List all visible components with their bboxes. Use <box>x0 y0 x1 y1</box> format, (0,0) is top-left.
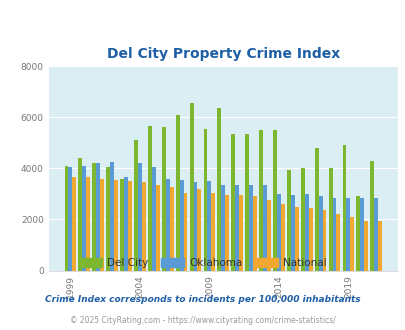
Bar <box>68 167 72 271</box>
Bar <box>258 130 262 271</box>
Bar <box>189 103 193 271</box>
Bar <box>197 189 201 271</box>
Bar <box>300 168 304 271</box>
Bar <box>308 208 312 271</box>
Bar <box>336 214 339 271</box>
Bar <box>183 193 187 271</box>
Bar <box>151 167 156 271</box>
Bar <box>318 196 322 271</box>
Bar <box>234 185 239 271</box>
Bar <box>363 221 367 271</box>
Bar <box>262 185 266 271</box>
Bar <box>304 194 308 271</box>
Bar <box>314 148 318 271</box>
Bar <box>252 196 256 271</box>
Bar <box>273 130 276 271</box>
Bar <box>207 181 211 271</box>
Bar <box>141 182 145 271</box>
Bar <box>290 195 294 271</box>
Bar <box>369 161 373 271</box>
Bar <box>377 221 381 271</box>
Bar <box>345 198 350 271</box>
Bar <box>231 134 234 271</box>
Bar <box>72 177 76 271</box>
Bar <box>239 195 243 271</box>
Bar <box>165 179 169 271</box>
Bar <box>114 180 118 271</box>
Bar <box>82 166 86 271</box>
Bar <box>280 204 284 271</box>
Bar <box>322 211 326 271</box>
Bar <box>110 162 114 271</box>
Bar <box>249 185 252 271</box>
Text: Crime Index corresponds to incidents per 100,000 inhabitants: Crime Index corresponds to incidents per… <box>45 295 360 304</box>
Bar <box>350 217 353 271</box>
Bar <box>128 181 132 271</box>
Bar <box>342 145 345 271</box>
Bar <box>96 163 100 271</box>
Bar <box>64 166 68 271</box>
Bar <box>124 177 128 271</box>
Bar <box>266 200 270 271</box>
Bar <box>138 163 141 271</box>
Bar <box>211 193 215 271</box>
Bar <box>147 126 151 271</box>
Bar <box>120 179 124 271</box>
Bar <box>203 129 207 271</box>
Bar <box>276 194 280 271</box>
Bar <box>286 170 290 271</box>
Bar <box>328 168 332 271</box>
Title: Del City Property Crime Index: Del City Property Crime Index <box>107 47 339 61</box>
Bar <box>225 195 228 271</box>
Bar <box>78 158 82 271</box>
Bar <box>294 207 298 271</box>
Bar <box>217 108 221 271</box>
Bar <box>179 180 183 271</box>
Bar <box>162 127 165 271</box>
Bar <box>86 177 90 271</box>
Bar <box>169 187 173 271</box>
Bar <box>193 182 197 271</box>
Bar <box>134 140 138 271</box>
Bar <box>106 167 110 271</box>
Bar <box>175 115 179 271</box>
Bar <box>332 198 336 271</box>
Bar <box>356 196 360 271</box>
Legend: Del City, Oklahoma, National: Del City, Oklahoma, National <box>75 253 330 272</box>
Text: © 2025 CityRating.com - https://www.cityrating.com/crime-statistics/: © 2025 CityRating.com - https://www.city… <box>70 316 335 325</box>
Bar <box>92 163 96 271</box>
Bar <box>100 179 104 271</box>
Bar <box>156 185 159 271</box>
Bar <box>373 198 377 271</box>
Bar <box>245 134 249 271</box>
Bar <box>221 185 225 271</box>
Bar <box>360 198 363 271</box>
